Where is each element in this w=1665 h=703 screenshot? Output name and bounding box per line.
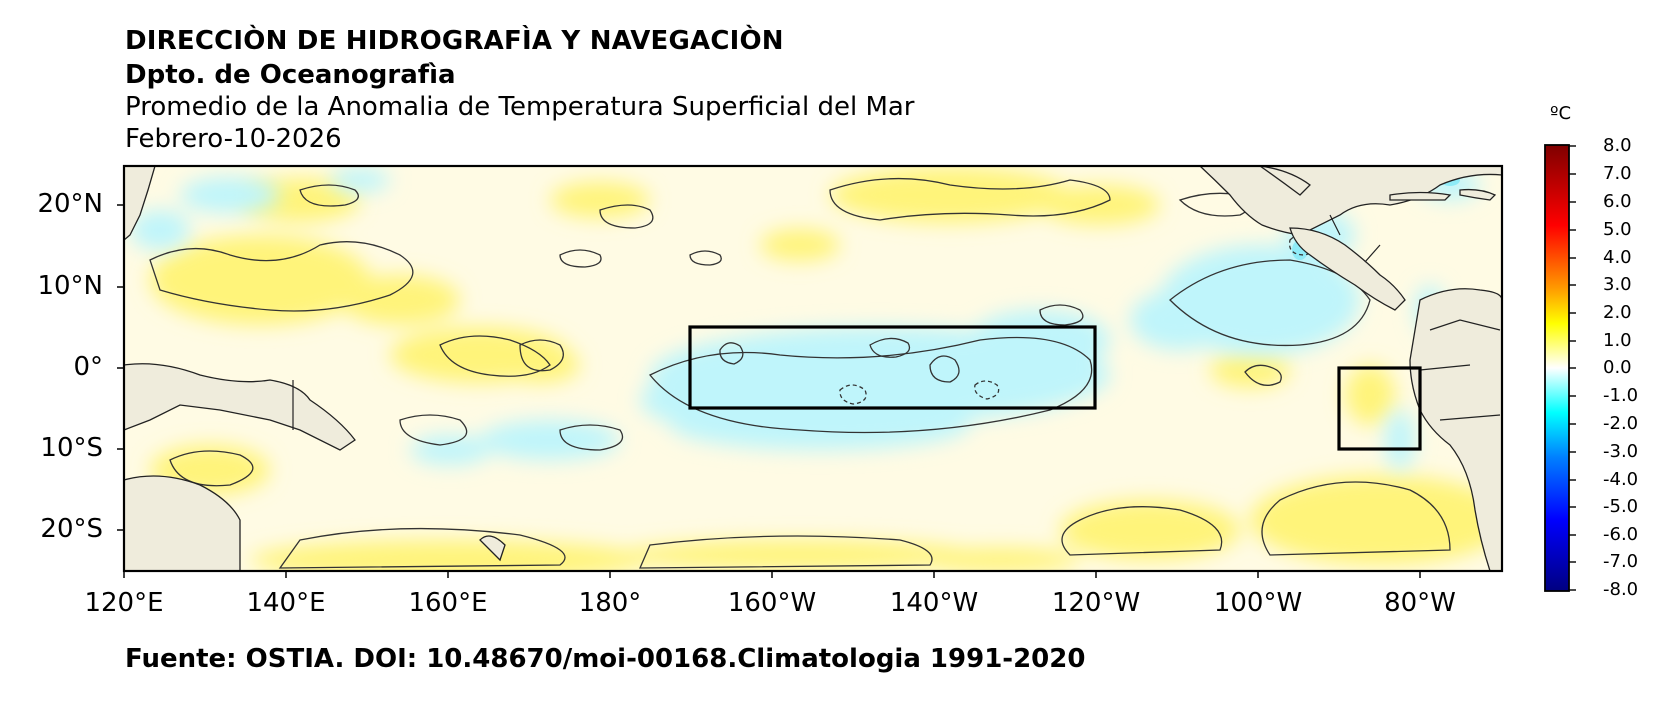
data-source-note: Fuente: OSTIA. DOI: 10.48670/moi-00168.C…	[125, 644, 1086, 674]
colorbar-tick-label: 7.0	[1603, 163, 1632, 184]
colorbar-tick-label: -3.0	[1603, 441, 1639, 462]
warm-anomaly-areas	[150, 167, 1502, 571]
colorbar-tick-label: 3.0	[1603, 274, 1632, 295]
anomaly-contours	[149, 177, 1451, 569]
map-title: Promedio de la Anomalia de Temperatura S…	[125, 92, 915, 122]
colorbar-tick-label: -1.0	[1603, 385, 1639, 406]
lon-label-120e: 120°E	[84, 588, 164, 618]
lon-label-180: 180°	[578, 588, 642, 618]
country-borders	[292, 214, 1501, 430]
lon-label-80w: 80°W	[1384, 588, 1456, 618]
lat-label-20n: 20°N	[37, 189, 103, 219]
colorbar-tick-label: 2.0	[1603, 302, 1632, 323]
colorbar-tick-label: 5.0	[1603, 219, 1632, 240]
lat-label-10s: 10°S	[40, 433, 103, 463]
colorbar-tick-label: -4.0	[1603, 469, 1639, 490]
colorbar-unit: ºC	[1550, 103, 1572, 124]
map-date: Febrero-10-2026	[125, 124, 342, 154]
colorbar-ticks	[1569, 145, 1576, 591]
colorbar-tick-label: 4.0	[1603, 247, 1632, 268]
lon-label-100w: 100°W	[1213, 588, 1303, 618]
lat-ticks	[117, 204, 124, 531]
map-area	[124, 166, 1502, 571]
colorbar-tick-label: 0.0	[1603, 357, 1632, 378]
colorbar-tick-label: -2.0	[1603, 413, 1639, 434]
agency-title: DIRECCIÒN DE HIDROGRAFÌA Y NAVEGACIÒN	[125, 26, 784, 56]
colorbar-tick-label: 1.0	[1603, 330, 1632, 351]
lon-label-160w: 160°W	[727, 588, 817, 618]
lon-label-140e: 140°E	[246, 588, 326, 618]
nino-3-4-region-box	[688, 325, 1097, 410]
colorbar-tick-label: -8.0	[1603, 579, 1639, 600]
colorbar-tick-label: 6.0	[1603, 191, 1632, 212]
department-title: Dpto. de Oceanografìa	[125, 60, 456, 90]
lat-label-10n: 10°N	[37, 271, 103, 301]
colorbar-tick-label: -7.0	[1603, 551, 1639, 572]
lon-label-140w: 140°W	[889, 588, 979, 618]
lon-ticks	[123, 571, 1421, 578]
cool-anomaly-areas	[130, 168, 1480, 470]
colorbar-tick-label: -5.0	[1603, 496, 1639, 517]
lon-label-120w: 120°W	[1051, 588, 1141, 618]
nino-1-2-region-box	[1337, 366, 1422, 451]
colorbar-tick-label: -6.0	[1603, 524, 1639, 545]
colorbar-tick-label: 8.0	[1603, 135, 1632, 156]
lon-label-160e: 160°E	[408, 588, 488, 618]
lat-label-0: 0°	[73, 352, 103, 382]
lat-label-20s: 20°S	[40, 514, 103, 544]
colorbar	[1544, 144, 1570, 592]
